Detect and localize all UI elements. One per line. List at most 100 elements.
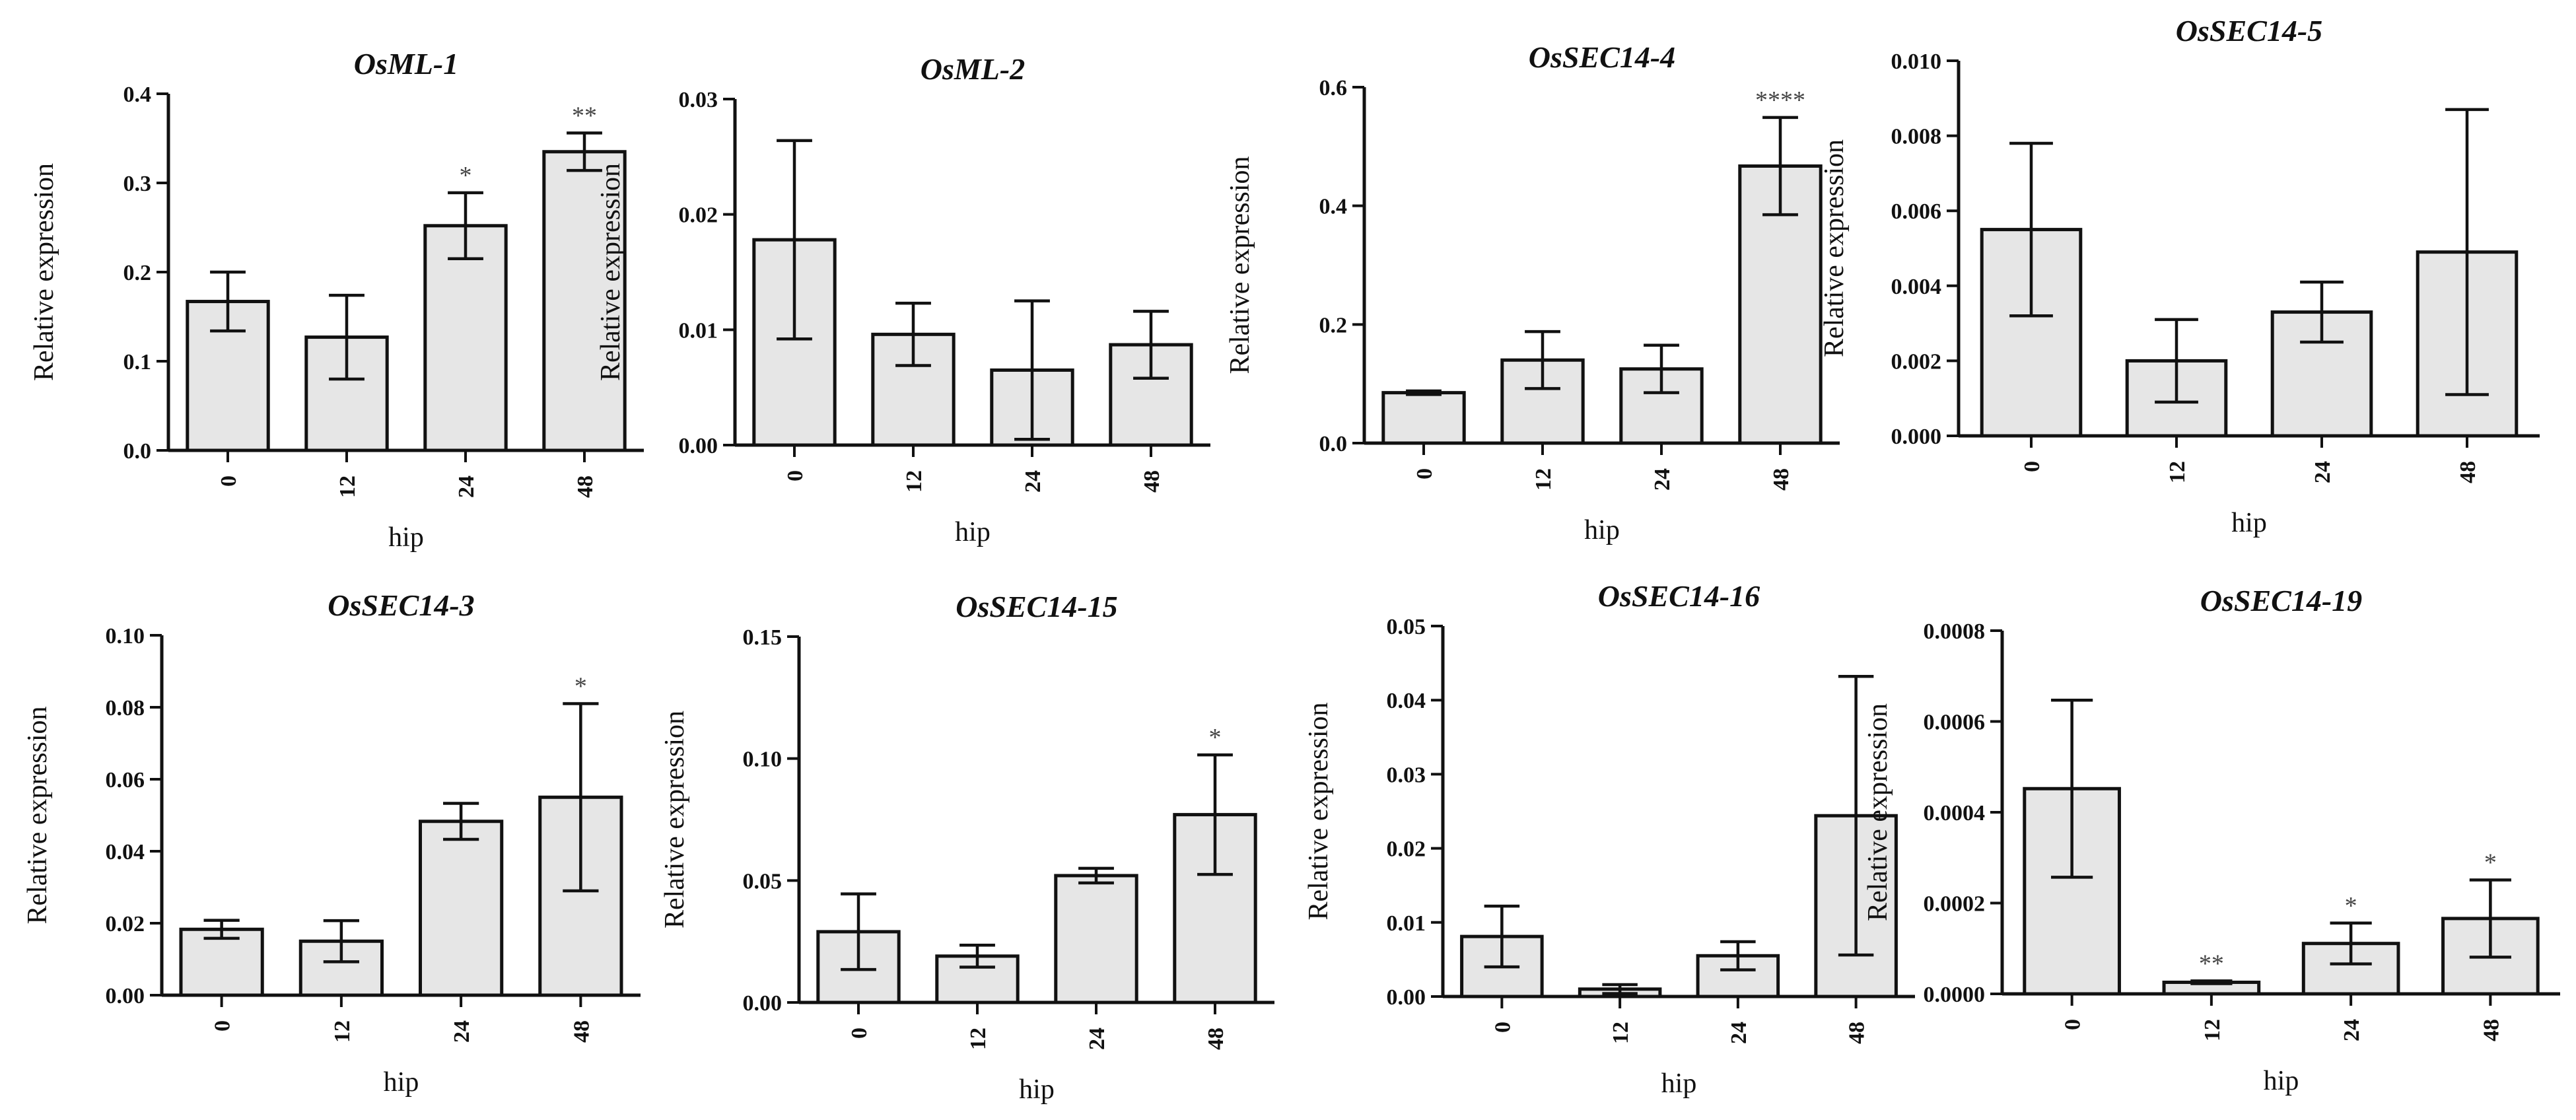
x-tick-label: 24 <box>2311 461 2335 483</box>
y-tick-label: 0.00 <box>106 984 145 1008</box>
chart-title: OsSEC14-16 <box>1598 579 1760 613</box>
chart-title: OsSEC14-5 <box>2176 14 2322 48</box>
y-axis-label: Relative expression <box>22 706 53 924</box>
y-tick-label: 0.00 <box>743 991 783 1016</box>
x-axis-label: hip <box>955 517 991 547</box>
y-tick-label: 0.010 <box>1891 50 1942 74</box>
x-tick-label: 0 <box>2061 1019 2085 1030</box>
x-tick-label: 12 <box>1531 468 1556 491</box>
significance-marker: ** <box>2199 950 2224 977</box>
x-tick-label: 48 <box>2479 1019 2503 1041</box>
chart-title: OsML-2 <box>921 52 1025 86</box>
x-tick-label: 0 <box>783 470 808 481</box>
x-tick-label: 12 <box>330 1020 355 1043</box>
y-tick-label: 0.6 <box>1319 76 1348 100</box>
x-tick-label: 48 <box>573 475 598 498</box>
y-tick-label: 0.01 <box>679 318 718 343</box>
y-tick-label: 0.004 <box>1891 275 1942 299</box>
x-tick-label: 0 <box>1490 1022 1515 1033</box>
bar <box>419 820 504 997</box>
bar <box>1054 874 1138 1004</box>
x-tick-label: 0 <box>211 1020 235 1032</box>
significance-marker: * <box>2345 892 2357 920</box>
y-tick-label: 0.04 <box>106 840 145 864</box>
chart-panel: OsSEC14-16 0.00 0.01 0.02 0.03 0.04 0.05 Relati… <box>1304 579 1915 1099</box>
x-tick-label: 0 <box>847 1028 872 1039</box>
y-axis-label: Relative expression <box>1863 703 1893 921</box>
x-axis-label: hip <box>2231 508 2267 538</box>
significance-marker: * <box>1209 724 1222 752</box>
x-tick-label: 24 <box>450 1020 474 1043</box>
chart-panel: OsML-1 0.0 0.1 0.2 0.3 0.4 Relative expression… <box>29 47 644 553</box>
y-tick-label: 0.2 <box>123 261 152 285</box>
chart-title: OsSEC14-15 <box>956 590 1117 623</box>
x-tick-label: 48 <box>569 1020 594 1043</box>
y-tick-label: 0.4 <box>1319 195 1348 219</box>
x-tick-label: 24 <box>1085 1028 1109 1050</box>
chart-panel: OsSEC14-15 0.00 0.05 0.10 0.15 Relative expre… <box>660 590 1274 1105</box>
y-tick-label: 0.08 <box>106 696 145 720</box>
y-tick-label: 0.0004 <box>1924 801 1986 825</box>
bar <box>816 930 901 1004</box>
x-tick-label: 24 <box>1650 468 1675 491</box>
y-tick-label: 0.0 <box>1319 432 1348 456</box>
y-tick-label: 0.006 <box>1891 199 1942 224</box>
x-tick-label: 12 <box>2165 461 2190 483</box>
y-tick-label: 0.02 <box>106 912 145 936</box>
x-tick-label: 24 <box>2340 1019 2364 1041</box>
chart-panel: OsSEC14-19 0.0000 0.0002 0.0004 0.0006 0.0008… <box>1863 584 2560 1096</box>
chart-panel: OsSEC14-3 0.00 0.02 0.04 0.06 0.08 0.10 Relativ… <box>22 588 641 1098</box>
y-tick-label: 0.0002 <box>1924 892 1986 917</box>
y-axis-label: Relative expression <box>596 163 626 381</box>
y-tick-label: 0.002 <box>1891 349 1942 374</box>
x-tick-label: 12 <box>902 470 926 493</box>
y-tick-label: 0.1 <box>123 350 152 374</box>
y-tick-label: 0.04 <box>1387 689 1426 713</box>
x-axis-label: hip <box>388 522 424 553</box>
x-tick-label: 24 <box>1021 470 1045 493</box>
y-tick-label: 0.01 <box>1387 911 1426 936</box>
y-axis-label: Relative expression <box>29 163 59 381</box>
chart-title: OsSEC14-4 <box>1529 40 1675 74</box>
x-tick-label: 24 <box>454 475 479 498</box>
x-tick-label: 48 <box>1769 468 1793 491</box>
x-tick-label: 24 <box>1727 1022 1751 1044</box>
x-tick-label: 12 <box>335 475 360 498</box>
x-tick-label: 48 <box>1204 1028 1228 1050</box>
y-tick-label: 0.03 <box>679 88 718 112</box>
chart-panel: OsSEC14-5 0.000 0.002 0.004 0.006 0.008 0.010 R… <box>1819 14 2540 538</box>
x-tick-label: 12 <box>1609 1022 1633 1044</box>
significance-marker: * <box>460 162 472 190</box>
y-tick-label: 0.000 <box>1891 425 1942 449</box>
y-axis-label: Relative expression <box>1819 139 1850 357</box>
y-axis-label: Relative expression <box>660 711 690 928</box>
x-axis-label: hip <box>2264 1066 2299 1096</box>
x-tick-label: 48 <box>2456 461 2480 483</box>
x-tick-label: 12 <box>2200 1019 2225 1041</box>
y-tick-label: 0.00 <box>679 434 718 458</box>
y-tick-label: 0.008 <box>1891 125 1942 149</box>
x-tick-label: 0 <box>1412 468 1437 479</box>
chart-panel: OsSEC14-4 0.0 0.2 0.4 0.6 Relative expression… <box>1225 40 1840 545</box>
x-axis-label: hip <box>384 1067 419 1098</box>
y-tick-label: 0.02 <box>679 203 718 228</box>
y-tick-label: 0.10 <box>106 624 145 648</box>
bar <box>1381 391 1466 445</box>
x-axis-label: hip <box>1661 1068 1697 1099</box>
y-tick-label: 0.0 <box>123 439 152 464</box>
significance-marker: **** <box>1755 87 1805 114</box>
x-tick-label: 48 <box>1845 1022 1869 1044</box>
y-tick-label: 0.0006 <box>1924 711 1986 735</box>
y-tick-label: 0.00 <box>1387 985 1426 1010</box>
y-tick-label: 0.0008 <box>1924 619 1986 644</box>
y-tick-label: 0.0000 <box>1924 983 1986 1007</box>
significance-marker: ** <box>572 102 597 129</box>
x-tick-label: 0 <box>217 475 241 487</box>
chart-title: OsSEC14-3 <box>328 588 474 622</box>
y-tick-label: 0.10 <box>743 748 783 772</box>
y-tick-label: 0.03 <box>1387 763 1426 787</box>
y-tick-label: 0.4 <box>123 83 152 107</box>
y-tick-label: 0.02 <box>1387 837 1426 862</box>
significance-marker: * <box>2484 849 2497 876</box>
x-tick-label: 0 <box>2020 461 2044 472</box>
